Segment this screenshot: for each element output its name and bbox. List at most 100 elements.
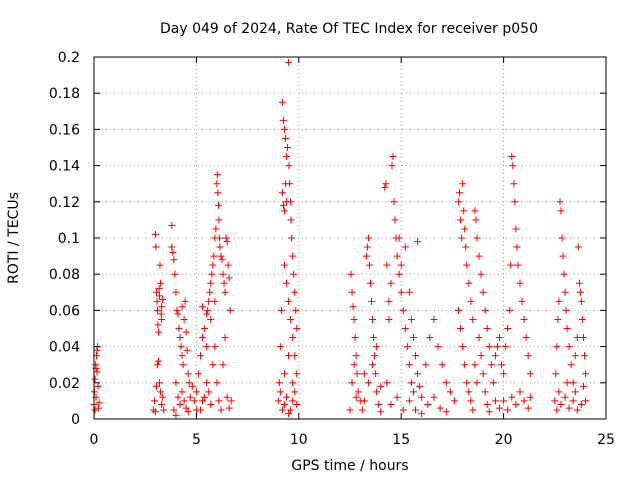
data-point — [348, 379, 356, 387]
data-point — [222, 234, 230, 242]
data-point — [190, 397, 198, 405]
data-point — [373, 388, 381, 396]
data-point — [283, 198, 291, 206]
data-point — [375, 401, 383, 409]
data-point — [151, 408, 159, 416]
data-point — [401, 325, 409, 332]
data-point — [391, 216, 399, 224]
data-point — [582, 397, 590, 405]
data-point — [158, 303, 166, 311]
data-point — [278, 98, 286, 106]
data-point — [395, 234, 403, 242]
data-point — [151, 230, 159, 238]
data-point — [174, 310, 182, 318]
data-point — [283, 393, 291, 401]
data-point — [285, 410, 293, 418]
data-point — [565, 343, 573, 351]
data-point — [279, 201, 287, 209]
data-point — [213, 180, 221, 188]
data-point — [526, 393, 534, 401]
data-point — [153, 361, 161, 369]
data-point — [473, 234, 481, 242]
data-point — [213, 379, 221, 387]
data-point — [574, 243, 582, 251]
data-point — [170, 406, 178, 414]
data-point — [496, 404, 504, 412]
data-point — [291, 352, 299, 360]
data-point — [555, 388, 563, 396]
data-point — [580, 352, 588, 360]
data-point — [508, 153, 516, 161]
data-point — [393, 252, 401, 260]
data-point — [365, 261, 373, 269]
data-point — [168, 243, 176, 251]
data-point — [204, 306, 212, 314]
data-point — [291, 288, 299, 296]
data-point — [209, 361, 217, 369]
data-point — [175, 325, 183, 332]
data-point — [455, 198, 463, 206]
data-point — [208, 270, 216, 278]
data-point — [218, 256, 226, 264]
data-point — [483, 401, 491, 409]
data-point — [522, 334, 530, 342]
data-point — [569, 379, 577, 387]
data-point — [458, 234, 466, 242]
data-point — [389, 153, 397, 161]
data-point — [457, 325, 465, 332]
data-point — [407, 315, 415, 323]
data-point — [280, 401, 288, 409]
data-point — [368, 297, 376, 305]
data-point — [212, 225, 220, 233]
data-point — [283, 279, 291, 287]
data-point — [155, 285, 163, 293]
data-point — [485, 408, 493, 416]
data-point — [192, 388, 200, 396]
data-point — [293, 370, 301, 378]
data-point — [469, 315, 477, 323]
data-point — [183, 346, 191, 354]
data-point — [567, 361, 575, 369]
data-point — [210, 252, 218, 260]
data-point — [153, 297, 161, 305]
data-point — [520, 397, 528, 405]
data-point — [225, 404, 233, 412]
data-point — [293, 325, 301, 332]
data-point — [558, 234, 566, 242]
data-point — [170, 256, 178, 264]
data-point — [188, 382, 196, 390]
data-point — [418, 393, 426, 401]
data-point — [390, 198, 398, 206]
data-point — [509, 162, 517, 170]
data-point — [467, 397, 475, 405]
data-point — [206, 288, 214, 296]
data-point — [173, 306, 181, 314]
data-point — [94, 382, 102, 390]
data-point — [485, 343, 493, 351]
data-point — [561, 288, 569, 296]
data-point — [371, 352, 379, 360]
data-point — [506, 306, 514, 314]
data-point — [508, 393, 516, 401]
data-point — [157, 279, 165, 287]
data-point — [520, 315, 528, 323]
data-point — [349, 303, 357, 311]
data-point — [153, 306, 161, 314]
data-point — [551, 397, 559, 405]
data-point — [388, 162, 396, 170]
data-point — [354, 388, 362, 396]
data-point — [95, 404, 103, 412]
data-point — [215, 234, 223, 242]
data-point — [434, 343, 442, 351]
data-point — [513, 243, 521, 251]
data-point — [553, 406, 561, 414]
data-point — [150, 397, 158, 405]
data-point — [500, 370, 508, 378]
y-tick-label: 0.18 — [49, 86, 80, 102]
data-point — [289, 334, 297, 342]
data-point — [281, 134, 289, 142]
data-point — [223, 393, 231, 401]
data-point — [563, 379, 571, 387]
data-point — [573, 334, 581, 342]
data-point — [369, 361, 377, 369]
